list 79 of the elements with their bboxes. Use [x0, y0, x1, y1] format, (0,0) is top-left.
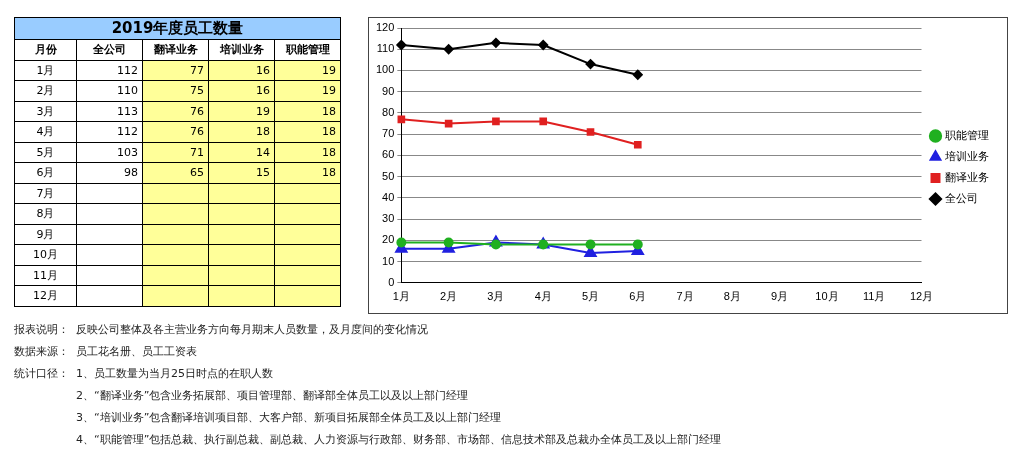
data-label: 103	[76, 142, 143, 163]
y-tick-label: 1月	[14, 60, 77, 81]
data-label: 113	[76, 101, 143, 122]
text: 3、“培训业务”包含翻译培训项目部、大客户部、新项目拓展部全体员工及以上部门经理	[76, 410, 502, 426]
y-tick-label: 80	[382, 105, 395, 118]
data-label: 18	[208, 121, 275, 142]
data-label: 18	[274, 162, 341, 183]
y-tick-label: 50	[382, 169, 395, 182]
y-tick-label: 120	[375, 21, 395, 34]
x-tick-label: 8月	[723, 290, 741, 303]
y-tick-label: 10	[382, 254, 395, 267]
legend-label: 翻译业务	[945, 171, 989, 184]
text: 统计口径：	[14, 366, 70, 382]
data-label: 110	[76, 80, 143, 101]
x-tick-label: 12月	[909, 290, 934, 303]
data-label: 76	[142, 101, 209, 122]
data-label: 18	[274, 121, 341, 142]
data-label: 18	[274, 101, 341, 122]
y-tick-label: 11月	[14, 265, 77, 286]
x-tick-label: 2月	[440, 290, 458, 303]
y-tick-label: 20	[382, 233, 395, 246]
y-tick-label: 40	[382, 190, 395, 203]
y-tick-label: 10月	[14, 244, 77, 265]
x-tick-label: 7月	[676, 290, 694, 303]
data-label: 76	[142, 121, 209, 142]
y-tick-label: 30	[382, 212, 395, 225]
data-label: 19	[208, 101, 275, 122]
x-tick-label: 5月	[581, 290, 600, 303]
x-tick-label: 4月	[534, 290, 552, 303]
source-note: 数据来源：	[14, 344, 70, 360]
y-tick-label: 70	[382, 127, 395, 140]
data-label: 112	[76, 121, 143, 142]
y-tick-label: 2月	[14, 80, 77, 101]
x-tick-label: 培训业务	[208, 39, 275, 60]
x-tick-label: 10月	[815, 290, 839, 303]
y-tick-label: 5月	[14, 142, 77, 163]
y-tick-label: 6月	[14, 162, 77, 183]
y-tick-label: 0	[388, 275, 395, 288]
data-label: 19	[274, 60, 341, 81]
text: 反映公司整体及各主营业务方向每月期末人员数量，及月度间的变化情况	[76, 322, 428, 338]
data-label: 98	[76, 162, 143, 183]
data-label: 14	[208, 142, 275, 163]
data-label: 18	[274, 142, 341, 163]
x-tick-label: 6月	[629, 290, 647, 303]
y-tick-label: 9月	[14, 224, 77, 245]
legend-label: 培训业务	[944, 150, 989, 163]
text: 4、“职能管理”包括总裁、执行副总裁、副总裁、人力资源与行政部、财务部、市场部、信息技术部及总裁办全体员工及以上部门经理	[76, 432, 722, 448]
y-tick-label: 110	[376, 42, 395, 55]
legend-label: 全公司	[945, 192, 978, 205]
chart-title: 2019年度员工数量	[14, 17, 341, 40]
data-label: 15	[208, 162, 275, 183]
x-tick-label: 职能管理	[274, 39, 341, 60]
x-tick-label: 1月	[392, 290, 410, 303]
y-tick-label: 60	[382, 148, 395, 161]
data-label: 75	[142, 80, 209, 101]
y-tick-label: 90	[382, 84, 395, 97]
data-label: 77	[142, 60, 209, 81]
data-label: 16	[208, 80, 275, 101]
text: 报表说明：	[14, 322, 70, 338]
x-tick-label: 3月	[487, 290, 505, 303]
data-label: 71	[142, 142, 209, 163]
text: 员工花名册、员工工资表	[76, 344, 197, 360]
legend-label: 职能管理	[945, 129, 989, 142]
text: 2、“翻译业务”包含业务拓展部、项目管理部、翻译部全体员工以及以上部门经理	[76, 388, 469, 404]
y-tick-label: 8月	[14, 203, 77, 224]
y-tick-label: 3月	[14, 101, 77, 122]
x-tick-label: 11月	[863, 290, 886, 303]
y-tick-label: 7月	[14, 183, 77, 204]
data-label: 19	[274, 80, 341, 101]
x-tick-label: 全公司	[76, 39, 143, 60]
text: 1、员工数量为当月25日时点的在职人数	[76, 366, 273, 382]
data-label: 112	[76, 60, 143, 81]
data-label: 16	[208, 60, 275, 81]
data-label: 65	[142, 162, 209, 183]
x-tick-label: 翻译业务	[142, 39, 209, 60]
x-tick-label: 9月	[771, 290, 789, 303]
y-tick-label: 100	[375, 63, 395, 76]
y-axis-title: 月份	[14, 39, 77, 60]
y-tick-label: 4月	[14, 121, 77, 142]
